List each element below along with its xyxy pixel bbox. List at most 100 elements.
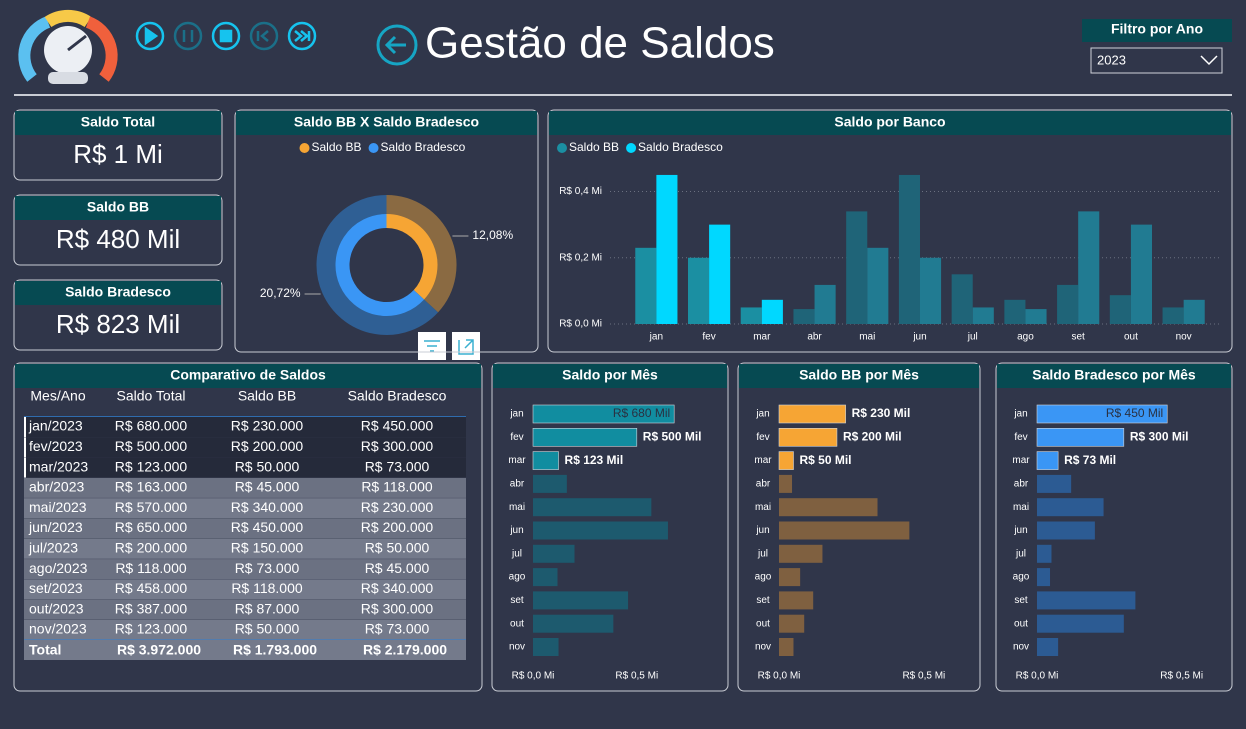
card [995, 362, 1233, 692]
donut-slice [386, 214, 438, 300]
bar [920, 257, 942, 324]
y-tick-label: out [1014, 618, 1028, 629]
back-button[interactable] [376, 24, 418, 66]
bar [1037, 498, 1104, 517]
card-title: Saldo BB [87, 199, 149, 215]
data-label: R$ 73 Mil [1064, 453, 1116, 467]
y-tick-label: jul [1015, 548, 1026, 559]
donut-slice [335, 214, 425, 316]
y-tick-label: ago [509, 572, 526, 583]
y-tick-label: out [756, 618, 770, 629]
bar [779, 614, 805, 633]
card-header [15, 364, 481, 388]
table-cell: R$ 200.000 [115, 540, 188, 556]
x-tick-label: R$ 0,0 Mi [1016, 671, 1059, 682]
table-cell: R$ 50.000 [235, 621, 300, 637]
table-row [24, 559, 466, 580]
table-cell: R$ 87.000 [235, 600, 300, 616]
table-cell: ago/2023 [29, 560, 88, 576]
card-title: Saldo BB por Mês [799, 367, 919, 383]
card-header [549, 111, 1231, 135]
x-tick-label: jul [967, 332, 978, 343]
y-tick-label: jun [509, 525, 523, 536]
bar [779, 498, 878, 517]
table-row [24, 477, 466, 498]
media-buttons[interactable] [135, 21, 317, 51]
table-cell: R$ 50.000 [235, 458, 300, 474]
y-tick-label: set [756, 595, 770, 606]
bar [793, 309, 815, 324]
visual-icons[interactable] [418, 332, 480, 360]
total-cell: R$ 2.179.000 [363, 642, 447, 658]
bar [635, 247, 657, 324]
table-row [24, 599, 466, 620]
table-cell: R$ 118.000 [361, 479, 433, 495]
bar [533, 638, 559, 656]
data-label: R$ 200 Mil [843, 429, 902, 443]
card [547, 109, 1233, 353]
card-header [493, 364, 727, 388]
bar [532, 427, 638, 447]
x-tick-label: nov [1176, 332, 1192, 343]
legend-label: Saldo Bradesco [638, 140, 723, 154]
table-cell: R$ 570.000 [115, 499, 188, 515]
legend-marker [368, 143, 379, 153]
bar [533, 521, 668, 540]
card [13, 194, 223, 266]
y-tick-label: nov [1013, 642, 1029, 653]
bar [1037, 544, 1052, 563]
bar [1004, 299, 1026, 324]
table-row [24, 538, 466, 559]
bar [1037, 638, 1059, 656]
table-cell: mar/2023 [29, 458, 88, 474]
data-label: R$ 680 Mil [613, 406, 670, 420]
bar [688, 257, 710, 324]
card-header [15, 111, 221, 135]
bar [1037, 568, 1051, 587]
table-cell: R$ 73.000 [365, 621, 430, 637]
table-row [24, 579, 466, 600]
bar [533, 544, 575, 563]
table-cell: R$ 73.000 [235, 560, 300, 576]
kpi-value: R$ 1 Mi [73, 139, 163, 169]
table-cell: R$ 450.000 [231, 519, 304, 535]
y-tick-label: mai [509, 502, 525, 513]
data-label: 12,08% [472, 228, 513, 242]
bar [778, 427, 838, 447]
bar [1078, 211, 1100, 324]
total-row [24, 640, 466, 660]
x-tick-label: R$ 0,5 Mi [902, 671, 945, 682]
total-cell: Total [29, 642, 61, 658]
bar [1036, 404, 1168, 424]
gauge-icon [18, 10, 118, 84]
row-marker [24, 417, 26, 437]
y-tick-label: mai [1013, 502, 1029, 513]
bar [951, 274, 973, 324]
row-marker [24, 437, 26, 458]
card-header [739, 364, 979, 388]
y-tick-label: nov [755, 642, 771, 653]
y-tick-label: jul [511, 548, 522, 559]
page-title: Gestão de Saldos [425, 19, 775, 68]
table-cell: R$ 118.000 [231, 580, 303, 596]
table-cell: R$ 458.000 [115, 580, 188, 596]
y-tick-label: abr [1014, 479, 1029, 490]
card-title: Comparativo de Saldos [170, 367, 326, 383]
x-tick-label: mar [753, 332, 771, 343]
legend-marker [299, 143, 310, 153]
table-row [24, 457, 466, 478]
table-cell: R$ 230.000 [231, 418, 304, 434]
card-title: Saldo por Banco [834, 114, 945, 130]
y-tick-label: mai [755, 502, 771, 513]
card [13, 109, 223, 181]
x-tick-label: R$ 0,5 Mi [615, 671, 658, 682]
bar [846, 211, 868, 324]
card-title: Saldo Bradesco [65, 284, 171, 300]
filter-dropdown[interactable] [1090, 47, 1223, 74]
card [13, 279, 223, 351]
y-tick-label: R$ 0,4 Mi [559, 186, 602, 197]
data-label: R$ 500 Mil [643, 429, 702, 443]
table-cell: R$ 650.000 [115, 519, 188, 535]
y-tick-label: mar [754, 455, 772, 466]
